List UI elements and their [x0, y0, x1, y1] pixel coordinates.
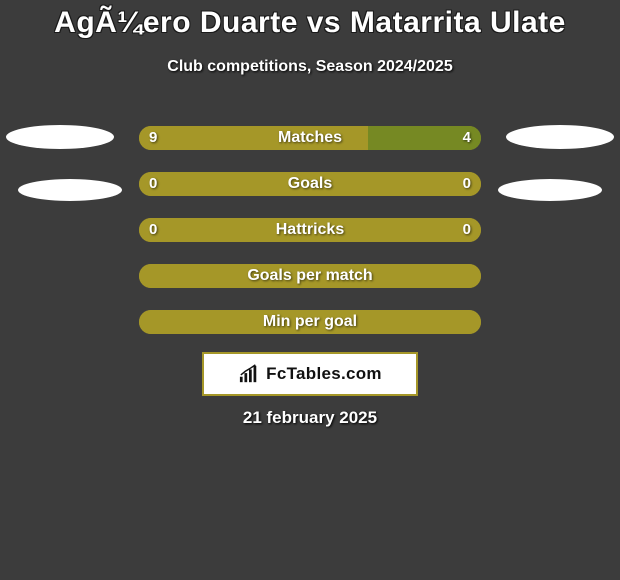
stat-row: Goals00	[0, 160, 620, 206]
page-title: AgÃ¼ero Duarte vs Matarrita Ulate	[0, 0, 620, 40]
stat-bar-left	[139, 172, 481, 196]
stat-row: Goals per match	[0, 252, 620, 298]
stat-left-value: 9	[149, 126, 157, 150]
chart-icon	[238, 364, 260, 384]
comparison-infographic: AgÃ¼ero Duarte vs Matarrita Ulate Club c…	[0, 0, 620, 580]
subtitle: Club competitions, Season 2024/2025	[0, 58, 620, 76]
stat-right-value: 0	[463, 172, 471, 196]
stat-bar-left	[139, 264, 481, 288]
stat-bar	[139, 172, 481, 196]
stat-left-value: 0	[149, 172, 157, 196]
stat-left-value: 0	[149, 218, 157, 242]
source-badge: FcTables.com	[202, 352, 418, 396]
stat-bar	[139, 310, 481, 334]
stat-bar-left	[139, 218, 481, 242]
stat-bar	[139, 264, 481, 288]
stat-bar-left	[139, 310, 481, 334]
stat-right-value: 0	[463, 218, 471, 242]
stat-right-value: 4	[463, 126, 471, 150]
date-text: 21 february 2025	[0, 408, 620, 428]
stat-row: Min per goal	[0, 298, 620, 344]
stat-bar	[139, 218, 481, 242]
stat-bar-left	[139, 126, 368, 150]
stat-row: Hattricks00	[0, 206, 620, 252]
source-badge-text: FcTables.com	[266, 364, 382, 384]
stat-row: Matches94	[0, 114, 620, 160]
stat-bar	[139, 126, 481, 150]
stat-rows: Matches94Goals00Hattricks00Goals per mat…	[0, 114, 620, 344]
